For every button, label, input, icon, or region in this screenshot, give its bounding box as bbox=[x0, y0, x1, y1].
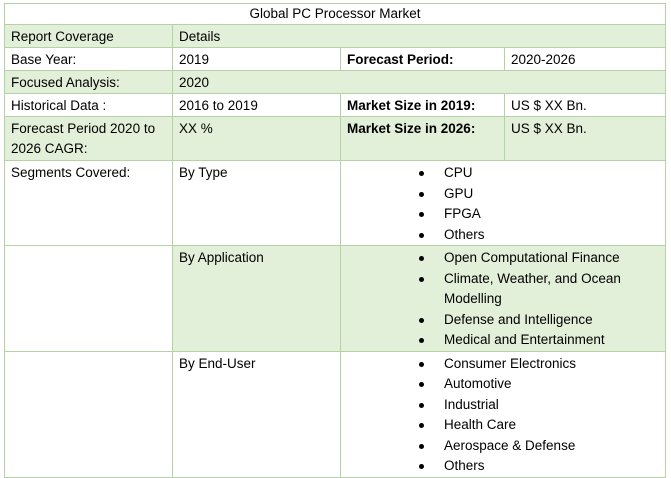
segment-application-row: By Application Open Computational Financ… bbox=[4, 245, 666, 352]
focused-analysis-label: Focused Analysis: bbox=[4, 70, 173, 94]
list-item: Medical and Entertainment bbox=[414, 330, 659, 350]
market-size-2026-label: Market Size in 2026: bbox=[340, 116, 505, 161]
by-type-label: By Type bbox=[172, 160, 341, 246]
historical-data-label: Historical Data : bbox=[4, 93, 173, 117]
historical-data-value: 2016 to 2019 bbox=[172, 93, 341, 117]
market-size-2019-value: US $ XX Bn. bbox=[504, 93, 666, 117]
list-item: Open Computational Finance bbox=[414, 248, 659, 269]
list-item: Others bbox=[414, 456, 659, 476]
cagr-label: Forecast Period 2020 to 2026 CAGR: bbox=[4, 116, 173, 161]
base-year-label: Base Year: bbox=[4, 47, 173, 71]
by-end-user-list: Consumer Electronics Automotive Industri… bbox=[347, 354, 659, 477]
segment-type-row: Segments Covered: By Type CPU GPU FPGA O… bbox=[4, 160, 666, 246]
list-item: Climate, Weather, and Ocean Modelling bbox=[414, 269, 659, 310]
segments-blank-cell bbox=[4, 245, 173, 352]
table-title: Global PC Processor Market bbox=[4, 3, 666, 25]
cagr-value: XX % bbox=[172, 116, 341, 161]
by-application-list: Open Computational Finance Climate, Weat… bbox=[347, 248, 659, 350]
by-type-list-cell: CPU GPU FPGA Others bbox=[340, 160, 666, 246]
report-table: Global PC Processor Market Report Covera… bbox=[4, 3, 666, 478]
list-item: Health Care bbox=[414, 415, 659, 436]
header-row: Report Coverage Details bbox=[4, 24, 666, 48]
focused-analysis-value: 2020 bbox=[172, 70, 666, 94]
by-application-list-cell: Open Computational Finance Climate, Weat… bbox=[340, 245, 666, 352]
header-details: Details bbox=[172, 24, 666, 48]
by-end-user-label: By End-User bbox=[172, 350, 341, 478]
forecast-period-label: Forecast Period: bbox=[340, 47, 505, 71]
list-item: Consumer Electronics bbox=[414, 354, 659, 375]
market-size-2019-label: Market Size in 2019: bbox=[340, 93, 505, 117]
segment-end-user-row: By End-User Consumer Electronics Automot… bbox=[4, 350, 666, 478]
title-row: Global PC Processor Market bbox=[4, 3, 666, 25]
list-item: Industrial bbox=[414, 395, 659, 416]
by-application-label: By Application bbox=[172, 245, 341, 352]
cagr-row: Forecast Period 2020 to 2026 CAGR: XX % … bbox=[4, 116, 666, 161]
market-size-2026-value: US $ XX Bn. bbox=[504, 116, 666, 161]
segments-covered-label: Segments Covered: bbox=[4, 160, 173, 246]
list-item: Automotive bbox=[414, 374, 659, 395]
header-report-coverage: Report Coverage bbox=[4, 24, 173, 48]
by-type-list: CPU GPU FPGA Others bbox=[347, 163, 659, 245]
list-item: Defense and Intelligence bbox=[414, 310, 659, 331]
focused-analysis-row: Focused Analysis: 2020 bbox=[4, 70, 666, 94]
historical-data-row: Historical Data : 2016 to 2019 Market Si… bbox=[4, 93, 666, 117]
list-item: CPU bbox=[414, 163, 659, 184]
list-item: FPGA bbox=[414, 204, 659, 225]
list-item: Others bbox=[414, 225, 659, 245]
base-year-value: 2019 bbox=[172, 47, 341, 71]
base-year-row: Base Year: 2019 Forecast Period: 2020-20… bbox=[4, 47, 666, 71]
segments-blank-cell-2 bbox=[4, 350, 173, 478]
forecast-period-value: 2020-2026 bbox=[504, 47, 666, 71]
by-end-user-list-cell: Consumer Electronics Automotive Industri… bbox=[340, 350, 666, 478]
list-item: Aerospace & Defense bbox=[414, 436, 659, 457]
list-item: GPU bbox=[414, 184, 659, 205]
